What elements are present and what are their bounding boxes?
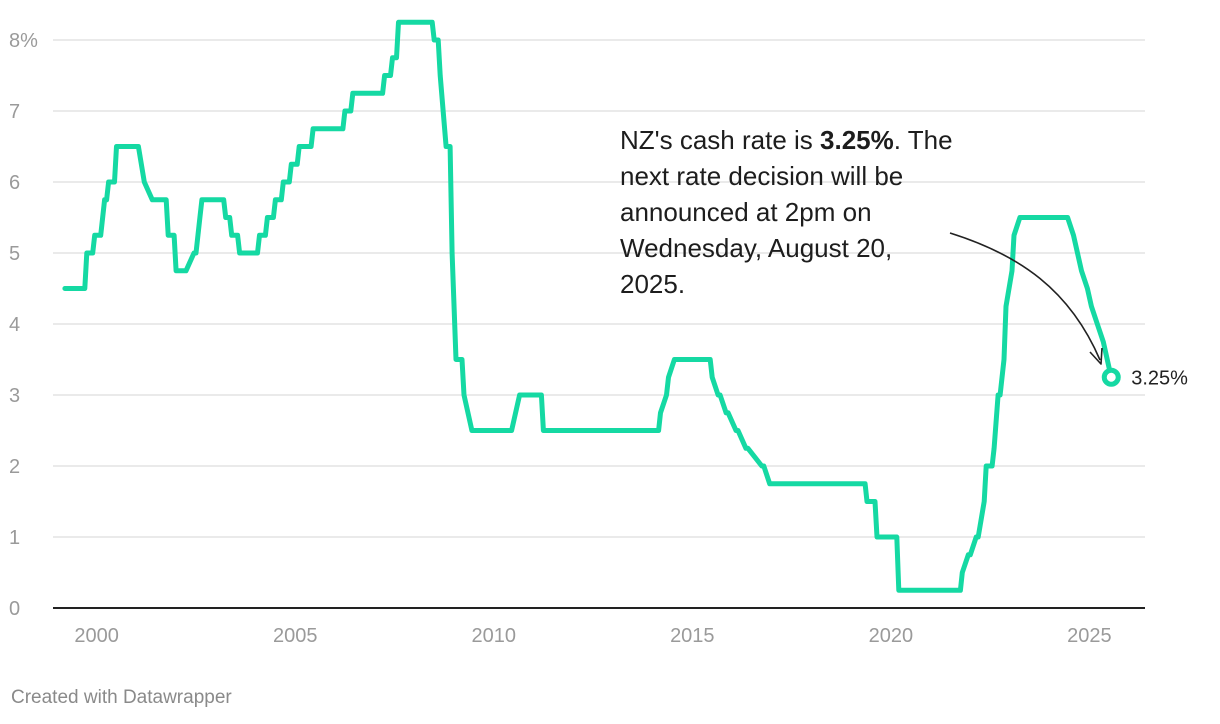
y-tick-label-4: 4 xyxy=(9,314,20,336)
y-tick-label-1: 1 xyxy=(9,527,20,549)
y-tick-label-6: 6 xyxy=(9,172,20,194)
y-tick-label-2: 2 xyxy=(9,456,20,478)
x-tick-label-2025: 2025 xyxy=(1067,625,1112,647)
x-tick-label-2015: 2015 xyxy=(670,625,715,647)
series-line-cash-rate xyxy=(62,19,1114,593)
y-tick-label-5: 5 xyxy=(9,243,20,265)
x-tick-label-2000: 2000 xyxy=(74,625,119,647)
annotation-arrow-head xyxy=(1089,347,1103,365)
end-point-marker xyxy=(1101,367,1121,387)
y-tick-label-8: 8% xyxy=(9,30,38,52)
cash-rate-annotation: NZ's cash rate is 3.25%. The next rate d… xyxy=(620,122,960,302)
x-tick-label-2010: 2010 xyxy=(472,625,517,647)
x-tick-label-2020: 2020 xyxy=(869,625,914,647)
y-tick-label-7: 7 xyxy=(9,101,20,123)
annotation-text-before: NZ's cash rate is xyxy=(620,125,821,155)
y-tick-labels: 0 1 2 3 4 5 6 7 8% xyxy=(9,30,38,620)
y-tick-label-3: 3 xyxy=(9,385,20,407)
annotation-arrow xyxy=(949,232,1101,361)
annotation-rate-value: 3.25% xyxy=(820,125,894,155)
y-tick-label-0: 0 xyxy=(9,598,20,620)
grid-lines xyxy=(53,39,1145,538)
x-tick-label-2005: 2005 xyxy=(273,625,318,647)
credit-text: Created with Datawrapper xyxy=(11,687,232,708)
x-tick-labels: 2000 2005 2010 2015 2020 2025 xyxy=(74,625,1111,647)
end-value-label: 3.25% xyxy=(1131,367,1188,389)
annotation-text-after: . The next rate decision will be announc… xyxy=(620,125,953,299)
